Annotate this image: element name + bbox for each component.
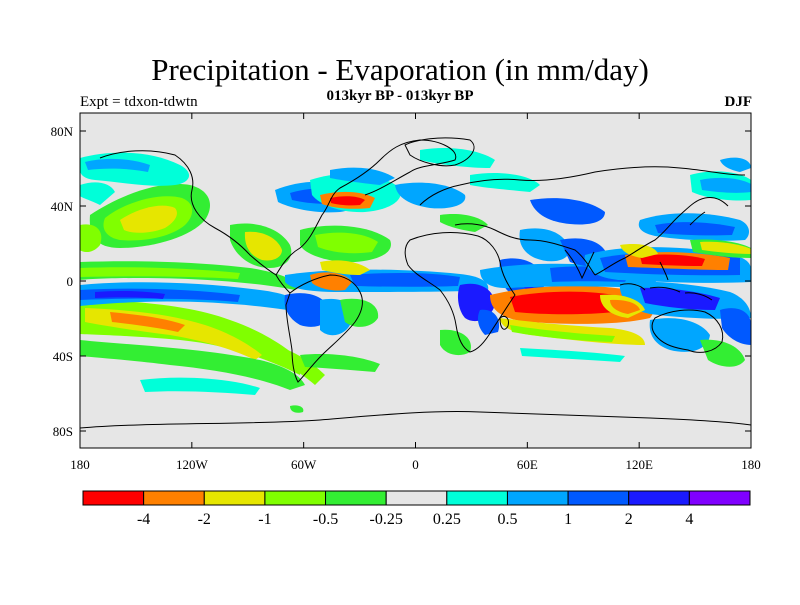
field-patch — [80, 224, 102, 253]
lat-label: 40S — [53, 349, 73, 364]
field-patch — [95, 290, 165, 299]
legend-swatch — [506, 490, 569, 506]
field-patch — [395, 182, 466, 209]
lat-label: 0 — [67, 274, 74, 289]
legend-swatch — [446, 490, 508, 506]
field-patch — [519, 228, 570, 262]
field-patch — [720, 157, 751, 172]
field-patch — [510, 291, 620, 315]
lon-label: 180 — [741, 457, 761, 472]
field-patch — [470, 173, 540, 192]
field-patch — [620, 244, 658, 258]
field-patch — [477, 309, 500, 335]
longitude-axis: 180 120W 60W 0 60E 120E 180 — [70, 113, 761, 472]
legend-swatch — [567, 490, 630, 506]
field-patch — [700, 241, 751, 254]
latitude-axis: 80N 40N 0 40S 80S — [51, 124, 751, 439]
lat-label: 40N — [51, 199, 74, 214]
field-patch — [80, 267, 240, 279]
field-patch — [350, 272, 460, 287]
lat-label: 80S — [53, 424, 73, 439]
field-patch — [80, 182, 115, 205]
field-patch — [420, 148, 495, 168]
legend-swatch — [143, 490, 205, 506]
field-patch — [530, 198, 605, 225]
field-patch — [110, 312, 185, 332]
field-patch — [290, 405, 304, 413]
legend-swatch — [628, 490, 690, 506]
field-patch — [315, 232, 378, 254]
lon-label: 60E — [517, 457, 538, 472]
experiment-label: Expt = tdxon-tdwtn — [80, 94, 198, 110]
field-patch — [300, 354, 380, 372]
field-patch — [720, 308, 751, 345]
map-title: Precipitation - Evaporation (in mm/day) — [151, 52, 649, 87]
field-patch — [700, 339, 745, 367]
legend-label: 2 — [625, 511, 633, 528]
legend-label: 4 — [685, 511, 693, 528]
field-patch — [655, 222, 735, 236]
lon-label: 120E — [625, 457, 653, 472]
field-patch — [510, 325, 615, 342]
legend-label: -4 — [137, 511, 150, 528]
field-patch — [330, 167, 395, 185]
field-patch — [244, 231, 282, 261]
lon-label: 60W — [291, 457, 317, 472]
lat-label: 80N — [51, 124, 74, 139]
legend-label: -0.25 — [370, 511, 403, 528]
lon-label: 0 — [412, 457, 419, 472]
legend-label: 0.5 — [497, 511, 517, 528]
precip-evap-field — [80, 137, 751, 429]
legend-swatch — [325, 490, 387, 506]
legend-swatch — [82, 490, 145, 506]
map-subtitle: 013kyr BP - 013kyr BP — [326, 88, 474, 104]
field-patch — [640, 287, 720, 310]
legend-label: -2 — [198, 511, 211, 528]
legend-label: 1 — [564, 511, 572, 528]
lon-label: 120W — [176, 457, 209, 472]
legend-swatch — [688, 490, 751, 506]
field-patch — [120, 205, 177, 233]
season-label: DJF — [724, 94, 753, 110]
field-patch — [255, 340, 325, 385]
field-patch — [640, 254, 705, 266]
field-patch — [700, 177, 751, 193]
legend-label: -1 — [258, 511, 271, 528]
coastlines — [80, 137, 751, 429]
field-patch — [80, 340, 305, 390]
field-patch — [140, 377, 260, 395]
legend-swatch — [385, 490, 448, 506]
field-patch — [610, 299, 640, 314]
field-patch — [85, 158, 150, 172]
field-patch — [340, 298, 379, 327]
legend-swatch — [264, 490, 327, 506]
field-patch — [440, 329, 471, 356]
legend-label: -0.5 — [313, 511, 338, 528]
legend-label: 0.25 — [433, 511, 461, 528]
field-patch — [440, 214, 488, 232]
legend-swatch — [203, 490, 266, 506]
field-patch — [284, 293, 330, 327]
field-patch — [330, 196, 365, 206]
field-patch — [320, 260, 370, 275]
field-patch — [520, 348, 625, 362]
color-legend: -4 -2 -1 -0.5 -0.25 0.25 0.5 1 2 4 — [82, 490, 751, 528]
lon-label: 180 — [70, 457, 90, 472]
